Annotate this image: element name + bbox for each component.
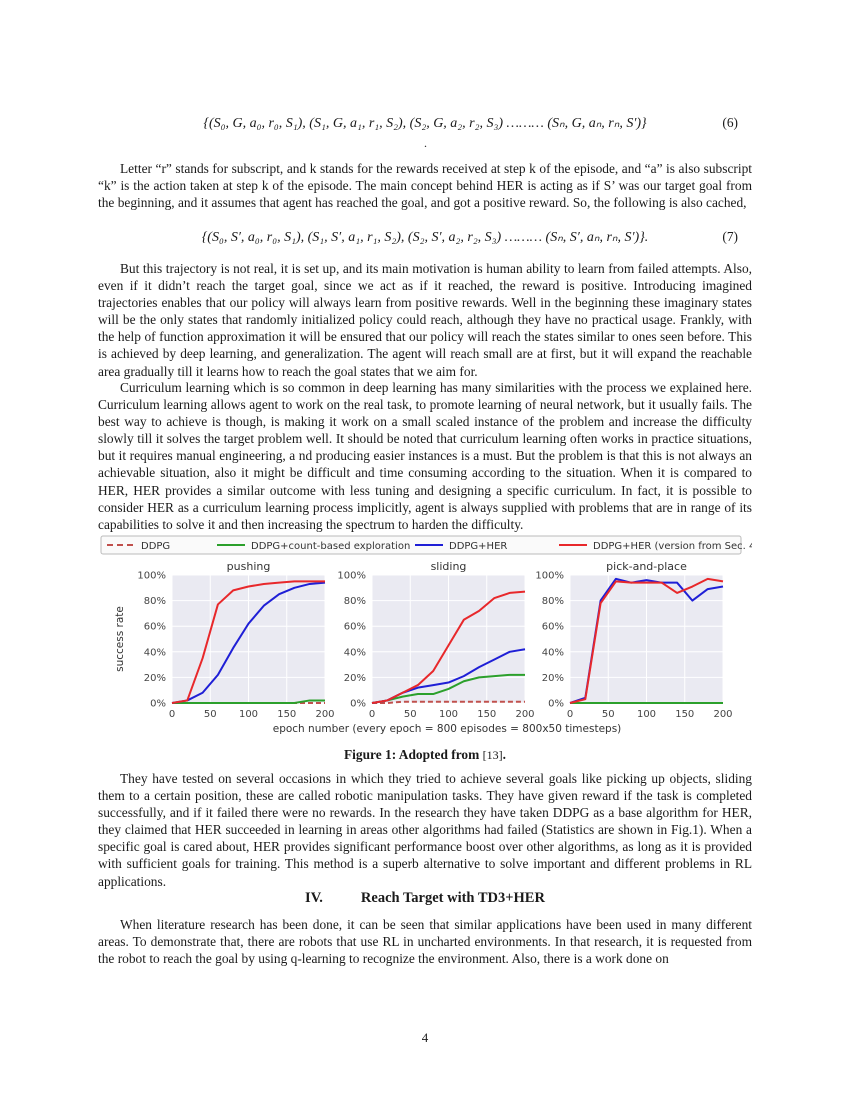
- y-tick-label: 80%: [344, 596, 366, 607]
- equation-6-number: (6): [722, 115, 738, 130]
- y-tick-label: 0%: [350, 699, 366, 710]
- series-line: [372, 700, 525, 704]
- x-tick-label: 200: [515, 709, 534, 720]
- section-title: Reach Target with TD3+HER: [360, 890, 545, 906]
- y-tick-label: 40%: [542, 647, 564, 658]
- x-tick-label: 100: [637, 709, 656, 720]
- paragraph-5: When literature research has been done, …: [98, 916, 752, 967]
- legend-label: DDPG: [141, 541, 170, 552]
- x-axis-label: epoch number (every epoch = 800 episodes…: [273, 723, 622, 735]
- paragraph-3: Curriculum learning which is so common i…: [98, 379, 752, 533]
- x-tick-label: 50: [602, 709, 615, 720]
- series-line: [171, 581, 326, 704]
- legend-label: DDPG+HER: [449, 541, 507, 552]
- figure-1-chart: DDPG DDPG+count-based exploration DDPG+HER…: [97, 533, 752, 738]
- paragraph-1: Letter “r” stands for subscript, and k s…: [98, 160, 752, 211]
- x-tick-label: 50: [204, 709, 217, 720]
- y-tick-label: 40%: [344, 647, 366, 658]
- equation-7-body: {(S₀, S′, a₀, r₀, S₁), (S₁, S′, a₁, r₁, …: [201, 230, 649, 245]
- y-tick-label: 100%: [337, 571, 366, 582]
- series-line: [171, 580, 325, 704]
- y-tick-label: 20%: [542, 673, 564, 684]
- paragraph-4: They have tested on several occasions in…: [98, 770, 752, 890]
- paragraph-text: They have tested on several occasions in…: [98, 771, 752, 889]
- y-tick-label: 80%: [542, 596, 564, 607]
- figure-caption: Figure 1: Adopted from [13].: [98, 747, 752, 763]
- x-tick-label: 150: [477, 709, 496, 720]
- x-tick-label: 100: [239, 709, 258, 720]
- section-heading: IV. Reach Target with TD3+HER: [98, 890, 752, 907]
- caption-text: Figure 1: Adopted from: [344, 747, 483, 762]
- series-line: [371, 590, 526, 704]
- series-line: [172, 699, 325, 704]
- x-tick-label: 0: [369, 709, 375, 720]
- x-tick-label: 0: [169, 709, 175, 720]
- panel-title: pushing: [227, 560, 271, 573]
- x-tick-label: 150: [675, 709, 694, 720]
- section-numeral: IV.: [305, 890, 323, 906]
- caption-reference: [13]: [482, 748, 503, 762]
- series-line: [371, 673, 525, 704]
- y-tick-label: 60%: [344, 622, 366, 633]
- y-tick-label: 0%: [150, 699, 166, 710]
- paragraph-text: Curriculum learning which is so common i…: [98, 380, 752, 532]
- caption-end: .: [502, 747, 506, 762]
- y-tick-label: 100%: [137, 571, 166, 582]
- paragraph-text: When literature research has been done, …: [98, 917, 752, 967]
- legend-label: DDPG+HER (version from Sec. 4.5): [593, 541, 752, 552]
- y-tick-label: 40%: [144, 647, 166, 658]
- panel-title: sliding: [431, 560, 467, 573]
- x-tick-label: 200: [315, 709, 334, 720]
- y-tick-label: 80%: [144, 596, 166, 607]
- y-tick-label: 60%: [542, 622, 564, 633]
- paragraph-text: Letter “r” stands for subscript, and k s…: [98, 161, 752, 211]
- y-tick-label: 0%: [548, 699, 564, 710]
- paragraph-text: But this trajectory is not real, it is s…: [98, 261, 752, 379]
- x-tick-label: 150: [277, 709, 296, 720]
- series-line: [569, 577, 724, 704]
- equation-6-body: {(S₀, G, a₀, r₀, S₁), (S₁, G, a₁, r₁, S₂…: [203, 116, 647, 131]
- legend-label: DDPG+count-based exploration: [251, 541, 410, 552]
- equation-6-dot: .: [424, 136, 427, 150]
- y-tick-label: 100%: [535, 571, 564, 582]
- page-number: 4: [421, 1030, 429, 1045]
- y-tick-label: 20%: [344, 673, 366, 684]
- equation-7-number: (7): [722, 229, 738, 244]
- paragraph-2: But this trajectory is not real, it is s…: [98, 260, 752, 380]
- y-tick-label: 60%: [144, 622, 166, 633]
- panel-title: pick-and-place: [606, 560, 687, 573]
- x-tick-label: 0: [567, 709, 573, 720]
- y-tick-label: 20%: [144, 673, 166, 684]
- x-tick-label: 200: [713, 709, 732, 720]
- x-tick-label: 50: [404, 709, 417, 720]
- y-axis-label: success rate: [114, 606, 126, 672]
- x-tick-label: 100: [439, 709, 458, 720]
